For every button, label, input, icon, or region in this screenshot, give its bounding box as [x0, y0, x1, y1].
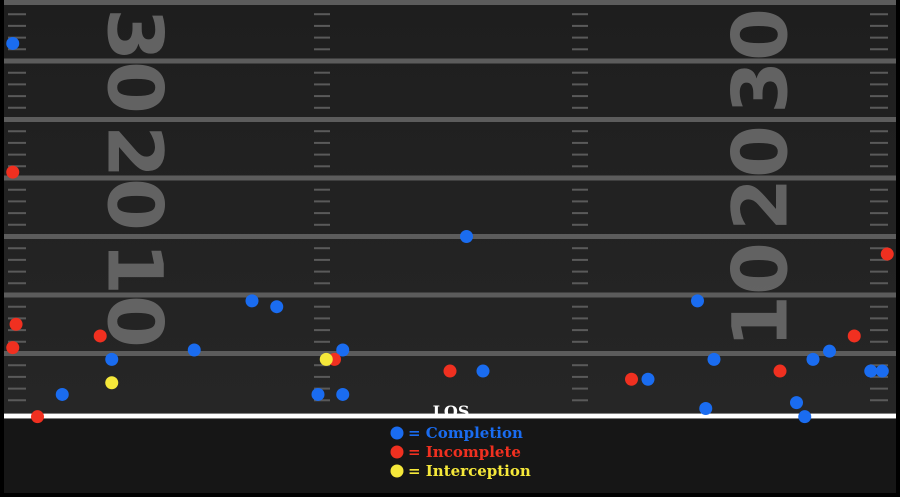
legend-marker — [390, 426, 404, 440]
completion-point — [864, 364, 878, 378]
completion-point — [691, 294, 704, 308]
legend-marker — [390, 464, 404, 478]
completion-point — [311, 387, 325, 401]
incomplete-point — [93, 329, 107, 343]
yard-number-right: 20 — [716, 125, 805, 231]
completion-point — [336, 343, 350, 357]
completion-point — [790, 396, 803, 410]
incomplete-point — [6, 341, 20, 355]
yard-number-right: 30 — [716, 8, 805, 114]
completion-point — [875, 364, 889, 378]
pass-points — [6, 36, 894, 424]
incomplete-point — [880, 247, 894, 261]
yard-number-right: 10 — [716, 242, 805, 348]
yard-number-left: 30 — [91, 8, 180, 114]
incomplete-point — [6, 165, 20, 179]
completion-point — [806, 352, 820, 366]
yard-numbers: 10 10 20 20 30 30 — [91, 8, 805, 348]
completion-point — [460, 230, 473, 243]
interception-point — [105, 376, 119, 390]
completion-point — [476, 364, 490, 378]
yard-lines — [4, 0, 896, 356]
legend-area — [4, 419, 896, 493]
completion-point — [798, 410, 812, 424]
incomplete-point — [443, 364, 457, 378]
legend-label: = Completion — [408, 424, 523, 442]
incomplete-point — [773, 364, 787, 378]
completion-point — [6, 36, 20, 50]
completion-point — [699, 401, 713, 415]
yard-number-left: 10 — [91, 242, 180, 348]
field-surface — [4, 0, 896, 413]
completion-point — [55, 387, 69, 401]
completion-point — [245, 294, 259, 308]
completion-point — [336, 387, 350, 401]
completion-point — [707, 352, 721, 366]
legend-label: = Interception — [408, 462, 531, 480]
interception-point — [319, 352, 333, 366]
legend-marker — [390, 445, 404, 459]
completion-point — [187, 343, 201, 357]
incomplete-point — [31, 410, 44, 424]
incomplete-point — [9, 317, 23, 331]
completion-point — [823, 344, 836, 358]
incomplete-point — [625, 372, 638, 386]
yard-number-left: 20 — [91, 125, 180, 231]
incomplete-point — [847, 329, 861, 343]
completion-point — [105, 352, 119, 366]
completion-point — [270, 300, 284, 314]
legend-label: = Incomplete — [408, 443, 521, 461]
los-label: LOS — [433, 402, 470, 421]
legend: = Completion= Incomplete= Interception — [390, 424, 531, 480]
completion-point — [641, 372, 655, 386]
